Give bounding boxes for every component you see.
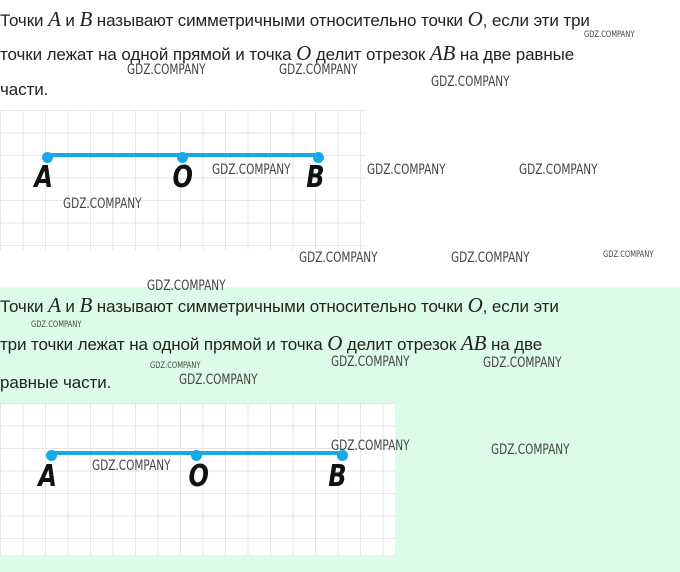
watermark: GDZ.COMPANY [483, 355, 562, 371]
label-o-2: O [188, 459, 209, 494]
watermark: GDZ.COMPANY [367, 162, 446, 178]
top-section: Точки A и B называют симметричными относ… [0, 7, 590, 250]
watermark: GDZ.COMPANY [147, 278, 226, 294]
point-a-dot [41, 151, 53, 163]
point-a-dot-2 [45, 449, 57, 461]
p1-line3: части. [0, 80, 49, 99]
p1-line2: точки лежат на одной прямой и точка O де… [0, 41, 575, 65]
label-a-2: A [38, 459, 57, 494]
point-o-dot-2 [190, 449, 202, 461]
watermark: GDZ.COMPANY [584, 30, 635, 40]
watermark: GDZ.COMPANY [31, 320, 82, 330]
watermark: GDZ.COMPANY [431, 74, 510, 90]
p2-line2: три точки лежат на одной прямой и точка … [0, 331, 543, 355]
watermark: GDZ.COMPANY [491, 442, 570, 458]
watermark: GDZ.COMPANY [603, 250, 654, 260]
label-b: B [306, 160, 325, 195]
watermark: GDZ.COMPANY [279, 62, 358, 78]
label-b-2: B [328, 459, 347, 494]
p2-line3: равные части. [0, 373, 112, 392]
p1-line1: Точки A и B называют симметричными относ… [0, 7, 590, 31]
watermark: GDZ.COMPANY [63, 196, 142, 212]
segment-figure [0, 110, 365, 250]
watermark: GDZ.COMPANY [212, 162, 291, 178]
watermark: GDZ.COMPANY [451, 250, 530, 266]
label-a: A [34, 160, 53, 195]
watermark: GDZ.COMPANY [331, 438, 410, 454]
watermark: GDZ.COMPANY [150, 361, 201, 371]
watermark: GDZ.COMPANY [331, 354, 410, 370]
watermark: GDZ.COMPANY [92, 458, 171, 474]
watermark: GDZ.COMPANY [519, 162, 598, 178]
segment-figure-2 [0, 403, 395, 555]
point-b-dot-2 [336, 449, 348, 461]
watermark: GDZ.COMPANY [127, 62, 206, 78]
point-b-dot [312, 151, 324, 163]
watermark: GDZ.COMPANY [179, 372, 258, 388]
point-o-dot [176, 151, 188, 163]
watermark: GDZ.COMPANY [299, 250, 378, 266]
bottom-section: Точки A и B называют симметричными относ… [0, 287, 680, 572]
label-o: O [172, 160, 193, 195]
p2-line1: Точки A и B называют симметричными относ… [0, 293, 559, 317]
